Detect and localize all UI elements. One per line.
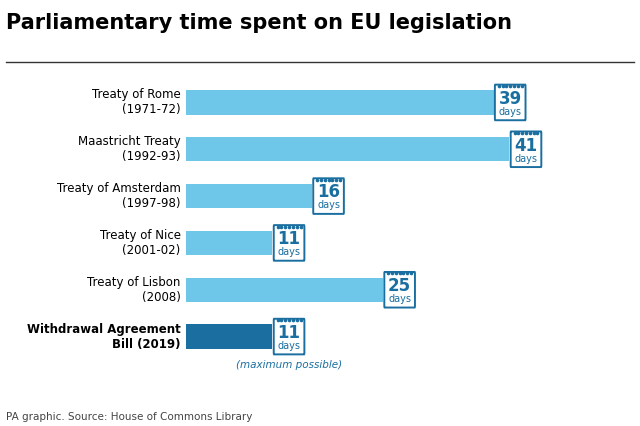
Bar bbox=[186, 90, 493, 115]
FancyBboxPatch shape bbox=[384, 272, 415, 308]
Text: days: days bbox=[499, 107, 522, 117]
FancyBboxPatch shape bbox=[511, 132, 541, 167]
Text: Parliamentary time spent on EU legislation: Parliamentary time spent on EU legislati… bbox=[6, 13, 513, 33]
Bar bbox=[186, 184, 312, 208]
Bar bbox=[186, 278, 383, 302]
Text: 25: 25 bbox=[388, 277, 411, 295]
Text: days: days bbox=[515, 154, 538, 164]
FancyBboxPatch shape bbox=[274, 225, 305, 261]
Bar bbox=[186, 137, 509, 161]
FancyBboxPatch shape bbox=[274, 319, 305, 354]
Bar bbox=[186, 231, 273, 255]
Text: 41: 41 bbox=[515, 136, 538, 155]
Bar bbox=[186, 324, 273, 349]
Text: days: days bbox=[317, 201, 340, 210]
Text: 16: 16 bbox=[317, 183, 340, 201]
FancyBboxPatch shape bbox=[495, 85, 525, 120]
Text: PA graphic. Source: House of Commons Library: PA graphic. Source: House of Commons Lib… bbox=[6, 412, 253, 422]
Text: 11: 11 bbox=[278, 230, 301, 248]
FancyBboxPatch shape bbox=[313, 178, 344, 214]
Text: 11: 11 bbox=[278, 324, 301, 342]
Text: (maximum possible): (maximum possible) bbox=[236, 360, 342, 369]
Text: days: days bbox=[388, 294, 411, 304]
Text: days: days bbox=[278, 341, 301, 351]
Text: 39: 39 bbox=[499, 90, 522, 108]
Text: days: days bbox=[278, 247, 301, 257]
